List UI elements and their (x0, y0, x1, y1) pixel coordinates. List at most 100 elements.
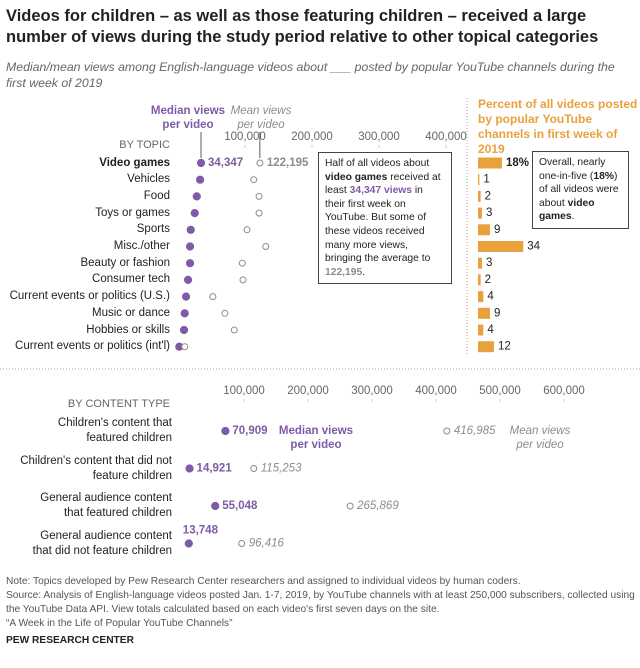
value-label: 34 (527, 241, 540, 253)
category-label: Food (143, 189, 170, 202)
median-dot (181, 292, 191, 301)
x-tick-label: 100,000 (223, 385, 265, 397)
category-label: Current events or politics (int'l) (15, 340, 170, 353)
mean-dot (255, 209, 263, 217)
median-dot (184, 539, 193, 548)
category-label: Sports (136, 223, 170, 236)
category-label: Video games (99, 156, 170, 169)
median-dot (196, 158, 206, 168)
annotation-text: 34,347 views (349, 185, 413, 197)
x-tick-label: 600,000 (543, 385, 585, 397)
median-dot (186, 225, 195, 234)
bar (478, 307, 490, 319)
median-dot (185, 464, 194, 473)
median-dot (183, 275, 193, 284)
mean-dot (181, 343, 189, 351)
legend-label: Mean views per video (509, 425, 571, 451)
mean-dot (262, 243, 270, 250)
mean-dot (238, 259, 246, 267)
annotation-box: Overall, nearly one-in-five (18%) of all… (532, 151, 629, 229)
value-label: 1 (483, 174, 489, 186)
bar (478, 257, 482, 269)
legend-label: Median views per video (278, 425, 354, 451)
group-label: BY CONTENT TYPE (67, 398, 170, 410)
mean-dot (255, 192, 263, 200)
note: Source: Analysis of English-language vid… (6, 590, 635, 615)
annotation-text: Half of all videos about (325, 158, 430, 169)
value-label: 416,985 (454, 425, 496, 437)
category-label: General audience content that featured c… (40, 492, 172, 519)
median-dot (211, 501, 220, 511)
median-dot (179, 325, 189, 335)
median-dot (221, 426, 230, 436)
median-dot (180, 309, 189, 318)
note: “A Week in the Life of Popular YouTube C… (6, 618, 233, 629)
bar (478, 224, 490, 236)
mean-dot (238, 540, 246, 547)
x-tick-label: 400,000 (415, 385, 457, 397)
annotation-text: . (362, 266, 366, 278)
category-label: Toys or games (95, 206, 170, 219)
value-label: 265,869 (356, 500, 399, 512)
value-label: 18% (506, 157, 529, 169)
median-dot (185, 259, 195, 268)
value-label: 13,748 (183, 525, 219, 537)
category-label: Children's content that did not feature … (20, 454, 172, 482)
notes: Note: Topics developed by Pew Research C… (6, 575, 636, 648)
category-label: Misc./other (113, 240, 170, 252)
median-dot (185, 242, 195, 251)
bar (478, 291, 484, 303)
value-label: 96,416 (249, 538, 285, 550)
value-label: 122,195 (267, 157, 309, 169)
mean-dot (239, 276, 247, 284)
mean-dot (443, 427, 451, 435)
note: Note: Topics developed by Pew Research C… (6, 576, 521, 587)
annotation-text: 122,195 (325, 266, 363, 278)
bar (478, 207, 482, 219)
bar-title: Percent of all videos posted by popular … (478, 97, 638, 156)
mean-dot (209, 293, 217, 301)
x-tick-label: 300,000 (351, 385, 393, 397)
bar (478, 324, 484, 336)
category-label: Current events or politics (U.S.) (9, 290, 170, 303)
bar (478, 341, 494, 353)
mean-dot (230, 326, 238, 334)
annotation-text: received at least (325, 171, 441, 197)
legend-label: Median views per video (150, 105, 226, 131)
credit: PEW RESEARCH CENTER (6, 635, 134, 646)
value-label: 9 (494, 307, 500, 319)
x-tick-label: 200,000 (291, 131, 333, 143)
category-label: Children's content that featured childre… (57, 417, 172, 444)
category-label: General audience content that did not fe… (32, 529, 172, 557)
subtitle: Median/mean views among English-language… (6, 60, 615, 90)
group-label: BY TOPIC (119, 139, 170, 151)
value-label: 2 (485, 190, 491, 202)
annotation-text: in their first week on YouTube. But some… (325, 185, 431, 265)
x-tick-label: 500,000 (479, 385, 521, 397)
annotation-text: ) of all videos were about (539, 170, 619, 209)
annotation-text: . (571, 211, 575, 223)
category-label: Consumer tech (92, 273, 170, 286)
mean-dot (250, 465, 258, 472)
value-label: 3 (486, 207, 492, 219)
value-label: 3 (486, 257, 492, 269)
category-label: Music or dance (92, 306, 170, 319)
value-label: 9 (494, 224, 500, 236)
value-label: 34,347 (208, 157, 243, 169)
value-label: 55,048 (222, 500, 258, 512)
annotation-box: Half of all videos about video games rec… (318, 152, 452, 285)
x-tick-label: 300,000 (358, 131, 400, 143)
legend-label: Mean views per video (230, 105, 292, 131)
bar (478, 190, 481, 202)
bar (478, 157, 502, 169)
median-dot (192, 192, 201, 201)
bar (478, 241, 524, 252)
annotation-text: video games (325, 171, 388, 183)
x-tick-label: 400,000 (425, 131, 467, 143)
median-dot (190, 209, 199, 218)
title: Videos for children – as well as those f… (6, 7, 599, 46)
value-label: 4 (487, 291, 494, 303)
category-label: Hobbies or skills (86, 323, 170, 336)
